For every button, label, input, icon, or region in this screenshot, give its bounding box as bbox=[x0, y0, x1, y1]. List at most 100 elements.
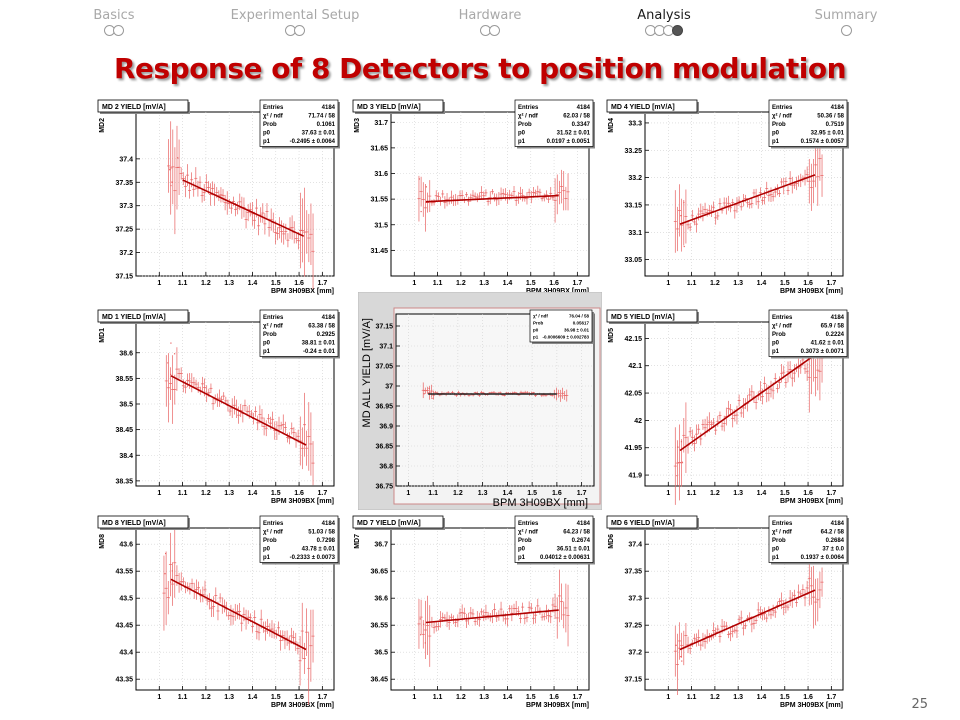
stats-value: 0.0197 ± 0.0051 bbox=[547, 139, 591, 145]
x-tick-label: 1.1 bbox=[178, 694, 188, 701]
x-tick-label: 1.7 bbox=[572, 280, 582, 287]
stats-label: p1 bbox=[518, 139, 526, 145]
plot-svg: 1 1.1 1.2 1.3 1.4 1.5 1.6 1.7 38.35 38.4 38.45 38.5… bbox=[96, 308, 342, 510]
stats-label: p1 bbox=[263, 349, 271, 355]
x-tick-label: 1.4 bbox=[503, 280, 513, 287]
outlier-point bbox=[423, 623, 425, 625]
stats-label: χ² / ndf bbox=[772, 323, 793, 330]
x-tick-label: 1 bbox=[666, 694, 670, 701]
x-tick-label: 1.3 bbox=[224, 490, 234, 497]
y-tick-label: 37.3 bbox=[628, 596, 642, 603]
fit-line bbox=[170, 375, 307, 446]
outlier-point bbox=[680, 215, 682, 217]
stats-label: Prob bbox=[263, 538, 277, 544]
y-tick-label: 33.3 bbox=[628, 120, 642, 127]
x-tick-label: 1.6 bbox=[803, 490, 813, 497]
outlier-point bbox=[177, 157, 179, 159]
y-tick-label: 37.2 bbox=[628, 650, 642, 657]
y-tick-label: 36.95 bbox=[375, 404, 393, 411]
outlier-point bbox=[171, 570, 173, 572]
nav-progress-dots bbox=[285, 25, 305, 37]
x-tick-label: 1.3 bbox=[224, 280, 234, 287]
y-tick-label: 43.4 bbox=[119, 650, 133, 657]
stats-label: Entries bbox=[772, 521, 793, 527]
nav-dot[interactable] bbox=[294, 25, 305, 36]
stats-label: p0 bbox=[263, 131, 271, 137]
x-tick-label: 1.7 bbox=[317, 490, 327, 497]
y-tick-label: 31.6 bbox=[374, 171, 388, 178]
stats-label: χ² / ndf bbox=[533, 314, 548, 319]
x-axis-label: BPM 3H09BX [mm] bbox=[271, 288, 334, 295]
x-tick-label: 1.2 bbox=[710, 490, 720, 497]
nav-dot[interactable] bbox=[489, 25, 500, 36]
outlier-point bbox=[424, 642, 426, 644]
stats-label: Prob bbox=[772, 332, 786, 338]
x-tick-label: 1.7 bbox=[826, 694, 836, 701]
x-axis-label: BPM 3H09BX [mm] bbox=[271, 702, 334, 709]
detector-plot-7: 1 1.1 1.2 1.3 1.4 1.5 1.6 1.7 43.35 43.4 43.45 43.5… bbox=[96, 514, 342, 714]
y-axis-label: MD2 bbox=[99, 118, 106, 133]
outlier-point bbox=[427, 392, 430, 394]
y-tick-label: 43.55 bbox=[115, 569, 133, 576]
plot-svg: 1 1.1 1.2 1.3 1.4 1.5 1.6 1.7 43.35 43.4 43.45 43.5… bbox=[96, 514, 342, 714]
stats-value: 65.9 / 58 bbox=[821, 324, 845, 330]
stats-label: Prob bbox=[518, 538, 532, 544]
y-tick-label: 38.4 bbox=[119, 453, 133, 460]
stats-value: 37 ± 0.0 bbox=[822, 547, 844, 553]
y-tick-label: 38.6 bbox=[119, 350, 133, 357]
y-tick-label: 42.15 bbox=[624, 336, 642, 343]
x-tick-label: 1 bbox=[412, 694, 416, 701]
plot-title: MD 5 YIELD [mV/A] bbox=[611, 314, 675, 321]
outlier-point bbox=[171, 181, 173, 183]
nav-item-experimental-setup[interactable]: Experimental Setup bbox=[230, 8, 360, 23]
stats-label: p0 bbox=[518, 547, 526, 553]
stats-label: p1 bbox=[263, 555, 271, 561]
nav-item-basics[interactable]: Basics bbox=[93, 8, 135, 23]
plot-title: MD 3 YIELD [mV/A] bbox=[357, 104, 421, 111]
y-tick-label: 42 bbox=[634, 418, 642, 425]
stats-value: 0.1574 ± 0.0057 bbox=[801, 139, 845, 145]
plot-title-box bbox=[97, 515, 189, 529]
stats-box bbox=[259, 99, 339, 147]
x-axis-label: BPM 3H09BX [mm] bbox=[780, 498, 843, 505]
x-tick-label: 1.1 bbox=[178, 280, 188, 287]
stats-value: -0.0006609 ± 0.002783 bbox=[542, 335, 589, 340]
nav-item-hardware[interactable]: Hardware bbox=[458, 8, 522, 23]
nav-item-summary[interactable]: Summary bbox=[814, 8, 878, 23]
y-tick-label: 36.65 bbox=[370, 569, 388, 576]
nav-dot[interactable] bbox=[113, 25, 124, 36]
x-tick-label: 1.1 bbox=[687, 694, 697, 701]
stats-box bbox=[514, 515, 594, 563]
stats-box bbox=[259, 515, 339, 563]
y-tick-label: 37.15 bbox=[375, 324, 393, 331]
nav-item-analysis[interactable]: Analysis bbox=[637, 8, 691, 23]
plot-svg: 1 1.1 1.2 1.3 1.4 1.5 1.6 1.7 37.15 37.2 37.25 37.3… bbox=[605, 514, 851, 714]
stats-label: Entries bbox=[518, 105, 539, 111]
x-axis-label: BPM 3H09BX [mm] bbox=[780, 702, 843, 709]
x-tick-label: 1.5 bbox=[526, 280, 536, 287]
y-tick-label: 31.65 bbox=[370, 145, 388, 152]
outlier-point bbox=[428, 387, 430, 390]
y-tick-label: 38.35 bbox=[115, 478, 133, 485]
outlier-point bbox=[174, 353, 176, 355]
x-tick-label: 1.2 bbox=[710, 280, 720, 287]
x-tick-label: 1.4 bbox=[757, 490, 767, 497]
y-axis-label: MD4 bbox=[608, 118, 615, 133]
x-tick-label: 1.5 bbox=[271, 490, 281, 497]
stats-label: p1 bbox=[772, 139, 780, 145]
y-tick-label: 36.8 bbox=[379, 464, 393, 471]
y-tick-label: 33.1 bbox=[628, 230, 642, 237]
x-tick-label: 1 bbox=[157, 280, 161, 287]
y-tick-label: 37.4 bbox=[119, 156, 133, 163]
stats-value: 0.3347 bbox=[572, 122, 591, 128]
stats-value: -0.2495 ± 0.0064 bbox=[290, 139, 336, 145]
x-tick-label: 1.3 bbox=[733, 694, 743, 701]
stats-value: 4184 bbox=[322, 105, 336, 111]
x-tick-label: 1.2 bbox=[201, 280, 211, 287]
nav-progress-dots bbox=[104, 25, 124, 37]
x-tick-label: 1.4 bbox=[248, 490, 258, 497]
nav-dot-current[interactable] bbox=[672, 25, 683, 36]
stats-box bbox=[768, 515, 848, 563]
stats-value: 36.98 ± 0.01 bbox=[564, 328, 589, 333]
nav-dot[interactable] bbox=[840, 25, 852, 36]
